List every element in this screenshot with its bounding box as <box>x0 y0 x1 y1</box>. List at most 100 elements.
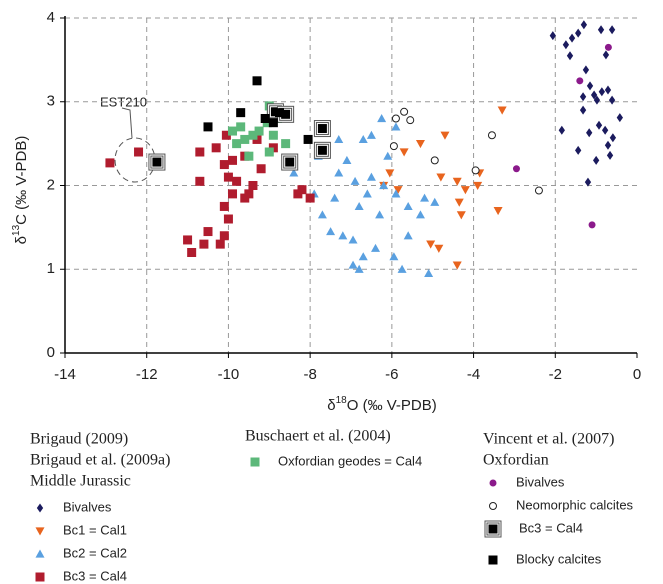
point <box>228 126 238 136</box>
point <box>221 130 231 140</box>
point <box>434 244 444 253</box>
point <box>588 221 596 229</box>
point <box>391 122 401 131</box>
point <box>415 140 425 149</box>
point <box>317 145 327 155</box>
point <box>195 176 205 186</box>
point <box>566 51 574 61</box>
legend-header: Vincent et al. (2007) <box>483 431 614 448</box>
point <box>232 139 242 149</box>
point <box>215 239 225 249</box>
legend-marker <box>35 549 45 558</box>
point <box>454 198 464 207</box>
point <box>293 189 303 199</box>
point <box>334 168 344 177</box>
point <box>187 248 197 257</box>
point <box>389 252 399 261</box>
point <box>183 235 193 245</box>
legend-marker <box>488 524 498 534</box>
point <box>371 243 381 252</box>
point <box>385 169 395 178</box>
point <box>254 126 264 136</box>
point <box>195 147 205 157</box>
point <box>240 134 250 144</box>
point <box>223 172 233 182</box>
point <box>219 201 229 211</box>
point <box>584 177 592 187</box>
point <box>256 164 266 174</box>
point <box>334 134 344 144</box>
point <box>285 157 295 167</box>
point <box>597 25 605 35</box>
point <box>348 235 358 244</box>
point <box>424 268 434 278</box>
legend-marker <box>35 527 45 536</box>
legend-header: Buschaert et al. (2004) <box>245 428 391 445</box>
legend-header: Oxfordian <box>483 452 549 469</box>
point <box>579 92 587 102</box>
point <box>616 113 623 123</box>
point <box>512 165 520 173</box>
legend-label: Bivalves <box>516 474 565 489</box>
point <box>440 131 450 140</box>
point <box>105 158 115 168</box>
point <box>342 155 352 164</box>
point <box>268 118 278 128</box>
point <box>330 193 340 202</box>
point <box>275 108 284 118</box>
point <box>606 150 614 160</box>
point <box>134 147 144 157</box>
point <box>397 264 407 273</box>
legend-label: Blocky calcites <box>516 551 602 566</box>
point <box>562 40 570 50</box>
point <box>354 201 364 211</box>
point <box>317 210 327 219</box>
y-tick-label: 3 <box>47 93 55 110</box>
point <box>604 43 612 51</box>
x-axis-label: δ18O (‰ V-PDB) <box>327 395 437 414</box>
point <box>317 124 327 134</box>
point <box>252 76 262 86</box>
marker-box <box>150 155 164 169</box>
legend-marker <box>488 555 498 565</box>
point <box>436 173 446 182</box>
point <box>399 148 409 157</box>
point <box>608 95 616 105</box>
point <box>203 227 213 237</box>
point <box>452 261 462 270</box>
point <box>223 214 233 224</box>
point <box>358 252 368 261</box>
point <box>452 177 462 186</box>
point <box>268 130 278 140</box>
point <box>586 128 593 138</box>
point <box>580 20 588 30</box>
x-tick-label: -14 <box>54 366 76 383</box>
point <box>549 31 556 41</box>
point <box>303 134 313 144</box>
point <box>219 160 229 170</box>
legend-header: Brigaud (2009) <box>30 431 128 448</box>
point <box>228 189 238 199</box>
x-tick-label: 0 <box>633 366 641 383</box>
point <box>232 176 242 186</box>
point <box>393 186 403 195</box>
point <box>264 147 274 157</box>
legend-label: Bivalves <box>63 499 112 514</box>
point <box>493 207 503 216</box>
point <box>608 25 616 35</box>
x-tick-label: -8 <box>303 366 316 383</box>
point <box>582 65 590 75</box>
point <box>456 211 466 220</box>
point <box>366 130 376 139</box>
x-tick-label: -12 <box>136 366 158 383</box>
point <box>350 176 360 185</box>
point <box>430 156 439 165</box>
point <box>415 210 425 219</box>
point <box>338 231 348 240</box>
x-tick-label: -2 <box>549 366 562 383</box>
legend-marker <box>36 503 44 513</box>
point <box>391 189 401 198</box>
legend-label: Neomorphic calcites <box>516 497 634 512</box>
point <box>473 181 483 190</box>
